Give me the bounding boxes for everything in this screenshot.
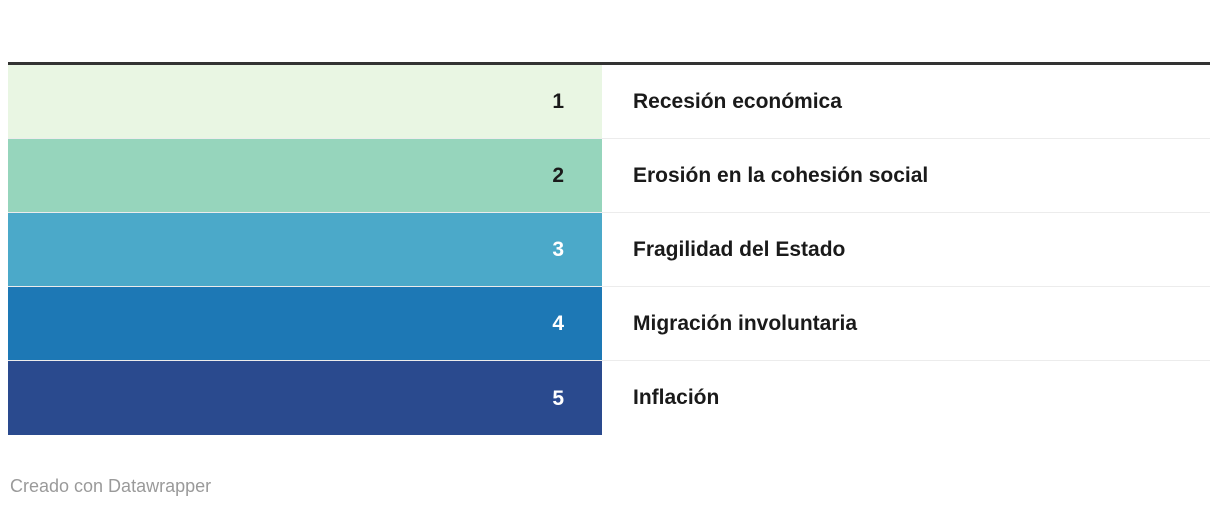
rank-value: 1 (552, 90, 564, 113)
risk-label: Erosión en la cohesión social (633, 163, 929, 187)
rank-value: 2 (552, 164, 564, 187)
label-cell: Fragilidad del Estado (602, 213, 1210, 286)
risk-label: Recesión económica (633, 89, 842, 113)
table-row: 1 Recesión económica (8, 65, 1210, 139)
footer: Creado con Datawrapper (10, 476, 211, 497)
table-body: 1 Recesión económica 2 Erosión en la coh… (8, 65, 1210, 435)
rank-cell: 4 (8, 287, 602, 360)
risk-label: Migración involuntaria (633, 311, 858, 335)
table-row: 3 Fragilidad del Estado (8, 213, 1210, 287)
rank-cell: 3 (8, 213, 602, 286)
table-row: 2 Erosión en la cohesión social (8, 139, 1210, 213)
rank-cell: 1 (8, 65, 602, 138)
table-row: 4 Migración involuntaria (8, 287, 1210, 361)
datawrapper-attribution-link[interactable]: Creado con Datawrapper (10, 476, 212, 496)
rank-cell: 5 (8, 361, 602, 435)
risk-label: Fragilidad del Estado (633, 237, 846, 261)
risk-label: Inflación (633, 386, 720, 410)
rank-value: 4 (552, 312, 564, 335)
table-row: 5 Inflación (8, 361, 1210, 435)
label-cell: Inflación (602, 361, 1210, 435)
rank-value: 5 (552, 386, 564, 410)
rank-value: 3 (552, 238, 564, 261)
rank-cell: 2 (8, 139, 602, 212)
ranking-table: 1 Recesión económica 2 Erosión en la coh… (8, 62, 1210, 435)
label-cell: Migración involuntaria (602, 287, 1210, 360)
label-cell: Erosión en la cohesión social (602, 139, 1210, 212)
label-cell: Recesión económica (602, 65, 1210, 138)
